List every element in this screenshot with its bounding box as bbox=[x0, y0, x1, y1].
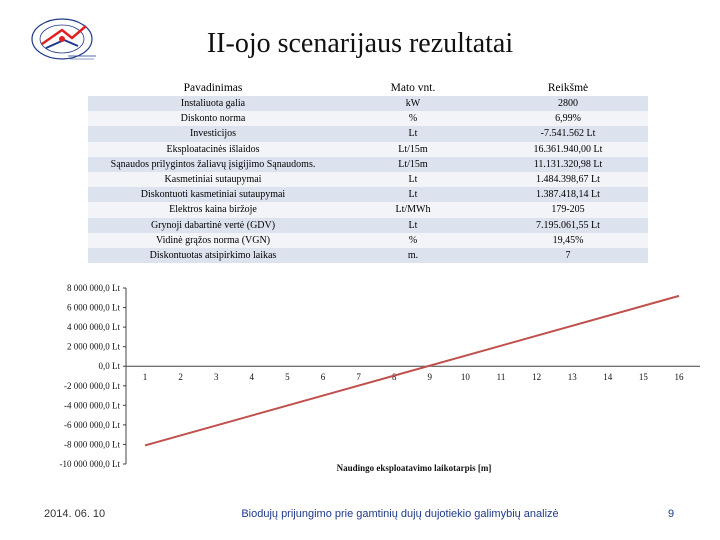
x-tick-label: 1 bbox=[143, 372, 148, 382]
cell-unit: % bbox=[338, 232, 488, 248]
y-axis-ticks: 8 000 000,0 Lt 6 000 000,0 Lt 4 000 000,0 … bbox=[60, 283, 126, 469]
cell-name: Instaliuota galia bbox=[88, 96, 338, 112]
cell-name: Kasmetiniai sutaupymai bbox=[88, 171, 338, 188]
x-tick-label: 3 bbox=[214, 372, 219, 382]
cell-value: 1.484.398,67 Lt bbox=[488, 171, 648, 188]
table-header-row: Pavadinimas Mato vnt. Reikšmė bbox=[88, 80, 648, 96]
table-row: Investicijos Lt -7.541.562 Lt bbox=[88, 126, 648, 142]
table-row: Grynoji dabartinė vertė (GDV) Lt 7.195.061… bbox=[88, 217, 648, 233]
y-tick-label: 0,0 Lt bbox=[99, 361, 121, 371]
cell-value: 7 bbox=[488, 247, 648, 264]
x-tick-label: 16 bbox=[675, 372, 685, 382]
institute-logo-icon bbox=[31, 18, 96, 60]
x-tick-label: 10 bbox=[461, 372, 471, 382]
cell-unit: Lt bbox=[338, 217, 488, 233]
cell-value: 1.387.418,14 Lt bbox=[488, 187, 648, 203]
table-row: Kasmetiniai sutaupymai Lt 1.484.398,67 Lt bbox=[88, 171, 648, 188]
cell-value: 6,99% bbox=[488, 111, 648, 127]
x-tick-label: 7 bbox=[356, 372, 361, 382]
table-row: Instaliuota galia kW 2800 bbox=[88, 96, 648, 112]
y-tick-label: -6 000 000,0 Lt bbox=[64, 420, 120, 430]
x-tick-label: 14 bbox=[603, 372, 613, 382]
cell-value: 16.361.940,00 Lt bbox=[488, 141, 648, 157]
institute-logo bbox=[28, 14, 100, 64]
table-row: Diskontuotas atsipirkimo laikas m. 7 bbox=[88, 247, 648, 264]
cell-unit: m. bbox=[338, 247, 488, 264]
y-tick-label: -10 000 000,0 Lt bbox=[60, 459, 121, 469]
cell-unit: Lt/15m bbox=[338, 156, 488, 172]
table-row: Diskontuoti kasmetiniai sutaupymai Lt 1.38… bbox=[88, 187, 648, 203]
footer-text: Biodujų prijungimo prie gamtinių dujų du… bbox=[241, 508, 559, 520]
x-axis-ticks: 1 2 3 4 5 6 7 8 9 10 11 12 13 14 15 16 bbox=[143, 372, 684, 382]
cell-name: Elektros kaina biržoje bbox=[88, 202, 338, 218]
table-row: Diskonto norma% 6,99% bbox=[88, 111, 648, 127]
cell-name: Diskonto norma bbox=[88, 111, 338, 127]
cell-name: Sąnaudos prilygintos žaliavų įsigijimo S… bbox=[88, 156, 338, 172]
page-number: 9 bbox=[668, 508, 675, 520]
cell-value: 2800 bbox=[488, 96, 648, 112]
x-tick-label: 13 bbox=[568, 372, 578, 382]
x-tick-label: 9 bbox=[428, 372, 433, 382]
cell-name: Diskontuoti kasmetiniai sutaupymai bbox=[88, 187, 338, 203]
cell-unit: Lt/15m bbox=[338, 141, 488, 157]
cell-unit: kW bbox=[338, 96, 488, 112]
cell-value: 19,45% bbox=[488, 232, 648, 248]
cell-unit: % bbox=[338, 111, 488, 127]
cell-name: Vidinė grąžos norma (VGN) bbox=[88, 232, 338, 248]
cell-value: 179-205 bbox=[488, 202, 648, 218]
table-row: Elektros kaina biržoje Lt/MWh 179-205 bbox=[88, 202, 648, 218]
y-tick-label: -4 000 000,0 Lt bbox=[64, 400, 120, 410]
results-table: Pavadinimas Mato vnt. Reikšmė Instaliuot… bbox=[88, 80, 648, 264]
y-tick-label: -8 000 000,0 Lt bbox=[64, 439, 120, 449]
cell-value: 11.131.320,98 Lt bbox=[488, 156, 648, 172]
cell-value: -7.541.562 Lt bbox=[488, 126, 648, 142]
header-value: Reikšmė bbox=[547, 82, 589, 94]
header-unit: Mato vnt. bbox=[390, 82, 436, 94]
cash-flow-chart: 8 000 000,0 Lt 6 000 000,0 Lt 4 000 000,0 … bbox=[60, 283, 700, 473]
series-line bbox=[144, 294, 680, 447]
header-name: Pavadinimas bbox=[183, 82, 243, 94]
table-row: Vidinė grąžos norma (VGN)% 19,45% bbox=[88, 232, 648, 248]
cell-name: Eksploatacinės išlaidos bbox=[88, 141, 338, 157]
cell-unit: Lt/MWh bbox=[338, 202, 488, 218]
cell-unit: Lt bbox=[338, 126, 488, 142]
x-tick-label: 12 bbox=[532, 372, 541, 382]
cell-unit: Lt bbox=[338, 171, 488, 188]
x-tick-label: 8 bbox=[392, 372, 397, 382]
cell-name: Grynoji dabartinė vertė (GDV) bbox=[88, 217, 338, 233]
footer-date: 2014. 06. 10 bbox=[44, 508, 106, 520]
y-tick-label: 8 000 000,0 Lt bbox=[67, 283, 120, 293]
x-tick-label: 4 bbox=[250, 372, 255, 382]
table-row: Eksploatacinės išlaidos Lt/15m 16.361.940,… bbox=[88, 141, 648, 157]
y-tick-label: 4 000 000,0 Lt bbox=[67, 322, 120, 332]
y-tick-label: 6 000 000,0 Lt bbox=[67, 303, 120, 313]
x-tick-label: 15 bbox=[639, 372, 649, 382]
x-axis-label: Naudingo eksploatavimo laikotarpis [m] bbox=[337, 463, 492, 473]
cell-name: Investicijos bbox=[88, 126, 338, 142]
x-tick-label: 6 bbox=[321, 372, 326, 382]
table-row: Sąnaudos prilygintos žaliavų įsigijimo S… bbox=[88, 156, 648, 172]
cell-value: 7.195.061,55 Lt bbox=[488, 217, 648, 233]
x-tick-label: 5 bbox=[285, 372, 290, 382]
cell-unit: Lt bbox=[338, 187, 488, 203]
y-tick-label: -2 000 000,0 Lt bbox=[64, 381, 120, 391]
y-tick-label: 2 000 000,0 Lt bbox=[67, 342, 120, 352]
x-tick-label: 2 bbox=[178, 372, 183, 382]
x-tick-label: 11 bbox=[497, 372, 506, 382]
slide-title: II-ojo scenarijaus rezultatai bbox=[206, 28, 514, 59]
cell-name: Diskontuotas atsipirkimo laikas bbox=[88, 247, 338, 264]
